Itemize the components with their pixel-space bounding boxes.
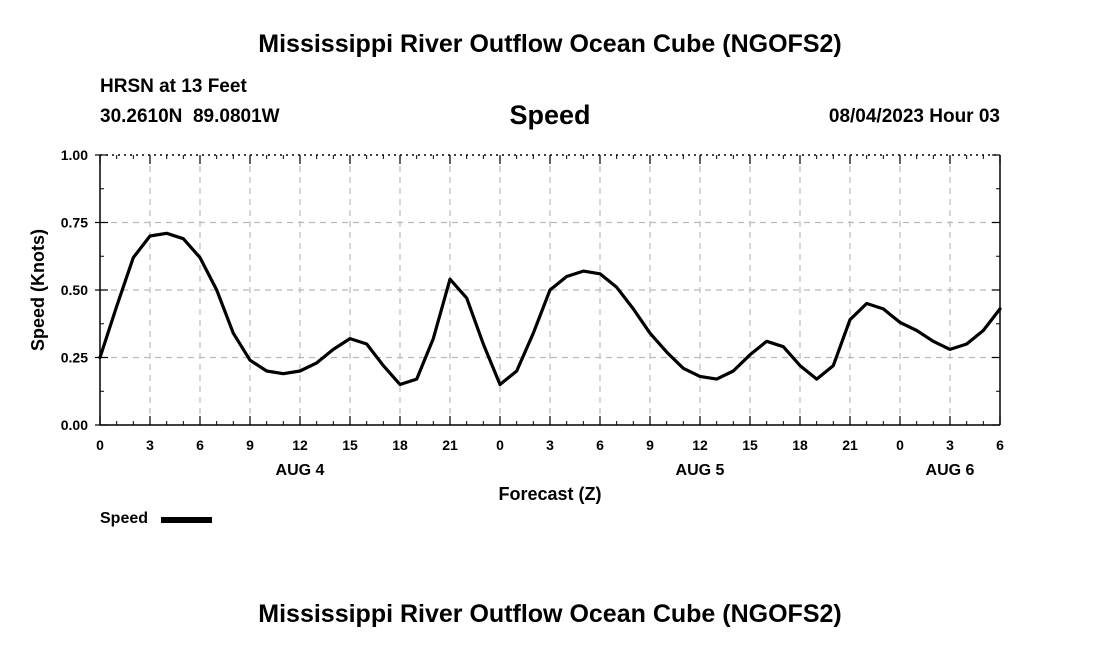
x-tick-label: 0 — [896, 437, 904, 453]
y-tick-label: 1.00 — [61, 147, 88, 163]
x-tick-label: 6 — [996, 437, 1004, 453]
y-tick-label: 0.50 — [61, 282, 88, 298]
x-tick-label: 15 — [342, 437, 358, 453]
chart-title: Mississippi River Outflow Ocean Cube (NG… — [258, 30, 842, 58]
x-tick-label: 15 — [742, 437, 758, 453]
x-tick-label: 12 — [692, 437, 708, 453]
x-tick-label: 6 — [196, 437, 204, 453]
x-tick-label: 3 — [146, 437, 154, 453]
x-tick-label: 18 — [792, 437, 808, 453]
y-axis-title: Speed (Knots) — [28, 229, 48, 351]
day-label: AUG 4 — [276, 462, 325, 479]
x-tick-label: 3 — [546, 437, 554, 453]
x-tick-label: 21 — [842, 437, 858, 453]
speed-series-line — [98, 231, 1002, 387]
footer-title: Mississippi River Outflow Ocean Cube (NG… — [258, 600, 842, 628]
legend-label: Speed — [100, 510, 149, 527]
x-tick-label: 21 — [442, 437, 458, 453]
y-tick-label: 0.25 — [61, 350, 88, 366]
y-tick-label: 0.00 — [61, 417, 88, 433]
x-tick-label: 3 — [946, 437, 954, 453]
y-tick-label: 0.75 — [61, 215, 88, 231]
day-label: AUG 5 — [676, 462, 725, 479]
legend-line-swatch — [161, 517, 212, 523]
variable-title: Speed — [509, 100, 591, 130]
x-tick-label: 0 — [496, 437, 504, 453]
station-label: HRSN at 13 Feet — [100, 76, 247, 97]
x-tick-label: 9 — [646, 437, 654, 453]
x-tick-label: 12 — [292, 437, 308, 453]
x-tick-label: 18 — [392, 437, 408, 453]
day-label: AUG 6 — [926, 462, 975, 479]
forecast-datetime: 08/04/2023 Hour 03 — [828, 106, 1000, 127]
x-tick-label: 6 — [596, 437, 604, 453]
station-coordinates: 30.2610N 89.0801W — [100, 106, 280, 127]
x-axis-title: Forecast (Z) — [498, 484, 601, 504]
x-tick-label: 0 — [96, 437, 104, 453]
x-tick-label: 9 — [246, 437, 254, 453]
